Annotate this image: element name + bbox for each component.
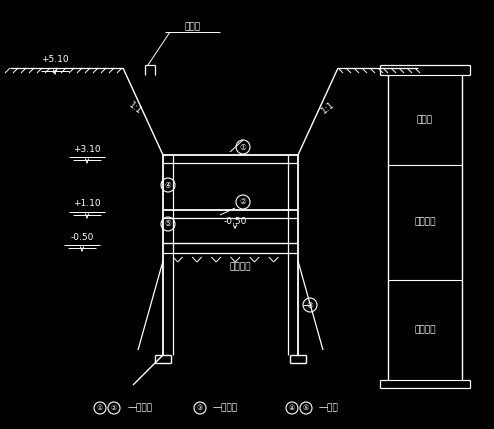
Text: +3.10: +3.10 [73, 145, 101, 154]
Text: 杂填土: 杂填土 [417, 115, 433, 124]
Text: ②: ② [111, 405, 117, 411]
Text: —钢板桩: —钢板桩 [212, 404, 238, 413]
Text: 1:1: 1:1 [126, 100, 143, 116]
Text: ③: ③ [307, 300, 313, 309]
Text: ④: ④ [289, 405, 295, 411]
Text: +1.10: +1.10 [73, 199, 101, 208]
Text: ①: ① [240, 142, 247, 151]
Text: ③: ③ [197, 405, 203, 411]
Text: -0.50: -0.50 [223, 218, 247, 227]
Text: ⑤: ⑤ [303, 405, 309, 411]
Text: 粘质粉土: 粘质粉土 [414, 218, 436, 227]
Text: ⑤: ⑤ [165, 220, 171, 229]
Text: +5.10: +5.10 [41, 55, 69, 64]
Text: 设计坑底: 设计坑底 [229, 263, 251, 272]
Text: ②: ② [240, 197, 247, 206]
Text: ④: ④ [165, 181, 171, 190]
Text: 1:1: 1:1 [320, 100, 336, 116]
Text: —固着: —固着 [318, 404, 338, 413]
Text: 砂质粉土: 砂质粉土 [414, 326, 436, 335]
Text: —沙居梯: —沙居梯 [127, 404, 153, 413]
Text: 排水沟: 排水沟 [185, 22, 201, 31]
Text: ①: ① [97, 405, 103, 411]
Text: -0.50: -0.50 [70, 233, 94, 242]
